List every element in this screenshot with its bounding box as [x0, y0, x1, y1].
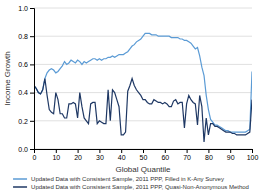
axis-line [30, 9, 35, 150]
tick: 0 [33, 149, 37, 161]
tick-label: 90 [227, 154, 235, 161]
tick-mark [252, 149, 253, 153]
tick: 40 [118, 149, 126, 161]
tick-mark [78, 149, 79, 153]
tick-label: 70 [183, 154, 191, 161]
legend-swatch [13, 186, 27, 188]
legend-label: Updated Data with Consistent Sample, 201… [31, 184, 249, 190]
grid-line [34, 92, 252, 93]
plot-area: 0 10 20 30 40 50 60 70 80 90 100 0.0 0.2 0.4 0.6 0.8 1.0 [18, 5, 258, 161]
tick-label: 0.2 [18, 118, 28, 125]
tick-mark [143, 149, 144, 153]
grid-line [34, 8, 252, 9]
tick: 10 [52, 149, 60, 161]
tick-label: 50 [140, 154, 148, 161]
tick-label: 0 [33, 154, 37, 161]
y-axis: 0.0 0.2 0.4 0.6 0.8 1.0 [18, 5, 34, 153]
y-axis-title: Income Growth [3, 51, 12, 105]
tick-label: 0.0 [18, 146, 28, 153]
tick-label: 1.0 [18, 5, 28, 12]
tick-mark [30, 121, 34, 122]
tick-mark [56, 149, 57, 153]
tick-label: 40 [118, 154, 126, 161]
tick: 60 [161, 149, 169, 161]
tick: 100 [247, 149, 259, 161]
tick-label: 100 [247, 154, 259, 161]
tick: 0.2 [18, 118, 34, 125]
tick-label: 80 [205, 154, 213, 161]
x-axis: 0 10 20 30 40 50 60 70 80 90 100 [33, 149, 259, 161]
tick-mark [99, 149, 100, 153]
tick: 20 [74, 149, 82, 161]
chart: 0 10 20 30 40 50 60 70 80 90 100 0.0 0.2 0.4 0.6 0.8 1.0… [0, 0, 262, 193]
tick-label: 0.8 [18, 33, 28, 40]
tick: 0.4 [18, 89, 34, 96]
tick-label: 20 [74, 154, 82, 161]
axis-line [35, 150, 253, 154]
tick-mark [30, 64, 34, 65]
tick-label: 10 [52, 154, 60, 161]
tick: 0.8 [18, 33, 34, 40]
tick: 0.6 [18, 61, 34, 68]
grid [34, 8, 252, 149]
tick: 0.0 [18, 146, 34, 153]
tick-mark [30, 149, 34, 150]
tick-mark [208, 149, 209, 153]
tick: 1.0 [18, 5, 34, 12]
tick-mark [187, 149, 188, 153]
tick: 30 [96, 149, 104, 161]
legend-item: Updated Data with Consistent Sample, 201… [13, 176, 224, 182]
tick: 90 [227, 149, 235, 161]
tick-label: 0.4 [18, 89, 28, 96]
tick-mark [30, 93, 34, 94]
legend-item: Updated Data with Consistent Sample, 201… [13, 184, 249, 190]
lines [34, 33, 252, 142]
legend: Updated Data with Consistent Sample, 201… [13, 176, 249, 190]
tick-label: 30 [96, 154, 104, 161]
grid-line [34, 120, 252, 121]
series-line [34, 79, 252, 142]
tick-mark [230, 149, 231, 153]
x-axis-title: Global Quantile [115, 165, 171, 174]
tick: 70 [183, 149, 191, 161]
tick-label: 0.6 [18, 61, 28, 68]
tick-mark [121, 149, 122, 153]
tick-mark [30, 36, 34, 37]
tick-label: 60 [161, 154, 169, 161]
tick-mark [165, 149, 166, 153]
legend-swatch [13, 178, 27, 180]
tick-mark [30, 8, 34, 9]
tick: 50 [140, 149, 148, 161]
tick: 80 [205, 149, 213, 161]
legend-label: Updated Data with Consistent Sample, 201… [31, 176, 224, 182]
